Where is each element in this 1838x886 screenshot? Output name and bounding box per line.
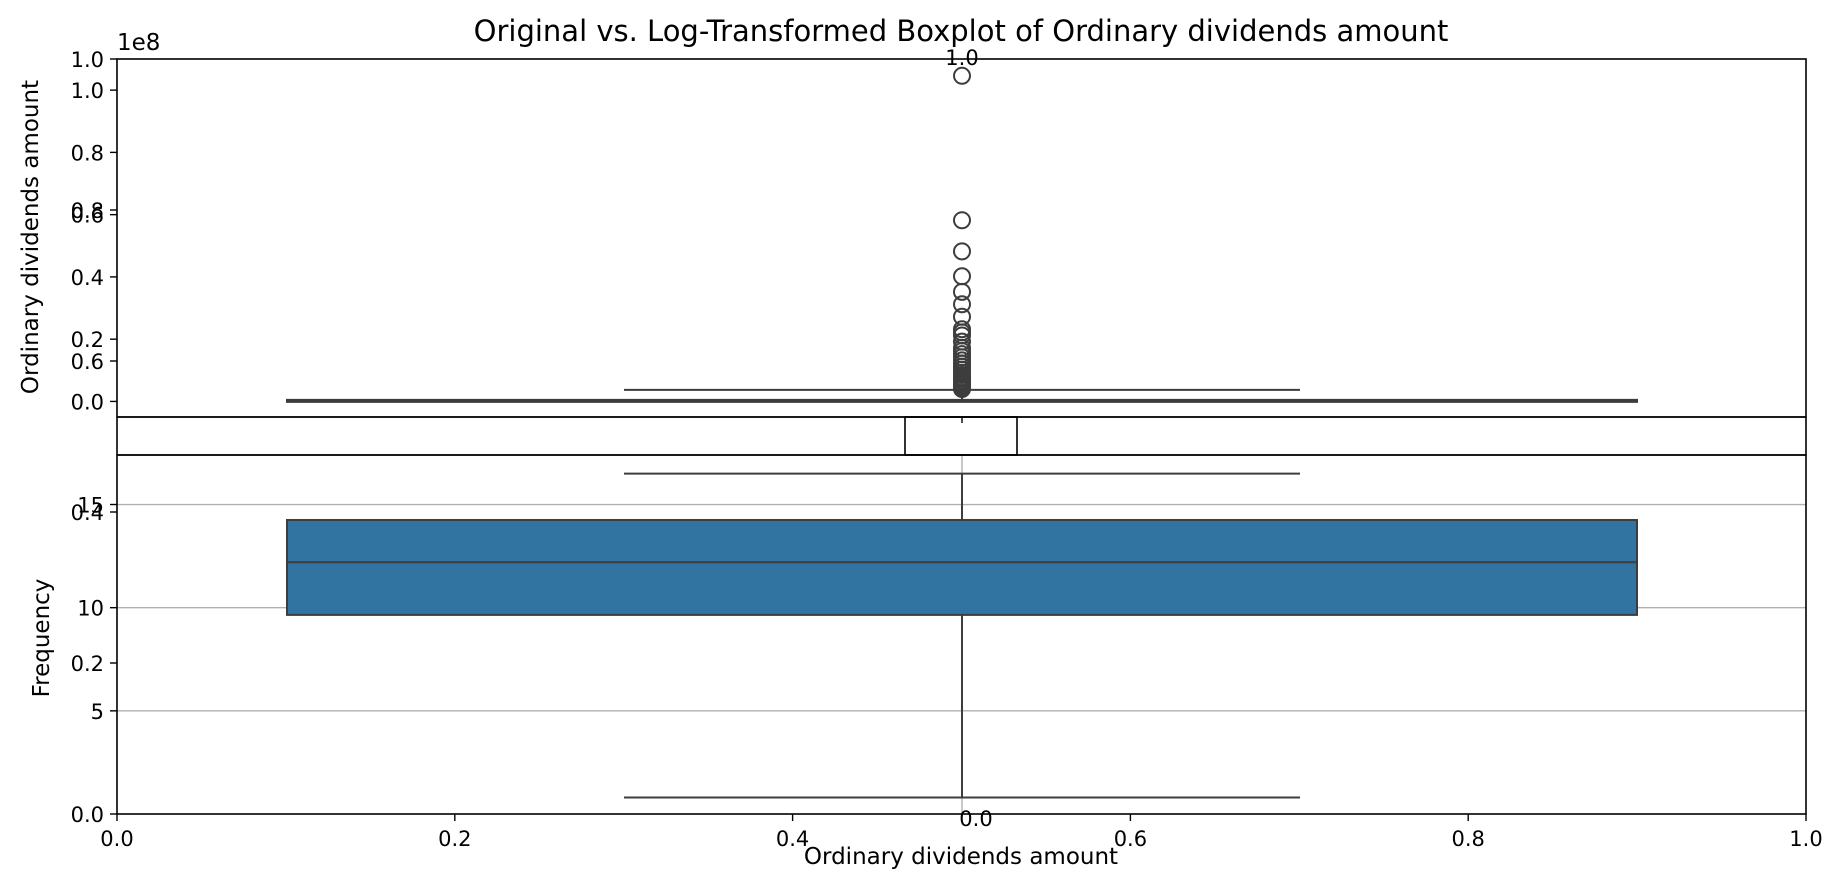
empty-y-tick-label: 1.0: [71, 48, 104, 72]
empty-x-tick-label: 0.8: [1451, 827, 1484, 851]
empty-y-tick-label: 0.2: [71, 652, 104, 676]
top-outlier-point: [953, 295, 971, 314]
empty-x-tick-label: 0.6: [1114, 827, 1147, 851]
bottom-y-tick-label: 10: [77, 597, 104, 621]
bottom-panel-boxplot: 0.0 5 10 15: [71, 472, 1638, 827]
bottom-y-axis-label: Frequency: [29, 579, 55, 698]
top-y-tick-label: 0.6: [71, 204, 104, 228]
top-panel-boxplot: 0.00.20.40.60.81.0: [71, 66, 1638, 414]
bottom-y-tick-label: 5: [91, 700, 104, 724]
top-outlier-point: [953, 242, 971, 261]
bottom-y-tick-label: 15: [77, 494, 104, 518]
bottom-y-tick-label: 0.0: [71, 803, 104, 827]
top-y-tick-label: 0.4: [71, 266, 104, 290]
inset-bottom-tick-label: 0.0: [959, 807, 992, 831]
top-outlier-point: [953, 211, 971, 230]
x-axis-label: Ordinary dividends amount: [804, 844, 1118, 870]
inset-frame: [904, 416, 1018, 456]
empty-axes-ticks: 0.0 0.2 0.4 0.6 0.8 1.00.20.40.60.81.0: [71, 48, 1823, 851]
empty-x-tick-label: 0.0: [100, 827, 133, 851]
bottom-box: [286, 518, 1638, 616]
empty-x-tick-label: 0.2: [438, 827, 471, 851]
top-y-tick-label: 0.8: [71, 141, 104, 165]
inset-top-tick-label: 1.0: [945, 46, 978, 70]
chart-title: Original vs. Log-Transformed Boxplot of …: [474, 14, 1449, 48]
empty-y-tick-label: 0.6: [71, 350, 104, 374]
empty-y-tick-label: 0.8: [71, 199, 104, 223]
top-y-tick-label: 1.0: [71, 79, 104, 103]
top-outlier-point: [953, 282, 971, 301]
empty-y-tick-label: 0.4: [71, 501, 104, 525]
top-y-tick-label: 0.2: [71, 328, 104, 352]
empty-x-tick-label: 0.4: [776, 827, 809, 851]
inset-axes: 1.0 0.0: [904, 46, 1018, 831]
top-y-tick-label: 0.0: [71, 390, 104, 414]
top-outlier-point: [953, 66, 971, 85]
top-y-axis-label: Ordinary dividends amount: [18, 80, 44, 394]
empty-x-tick-label: 1.0: [1789, 827, 1822, 851]
y-offset-label: 1e8: [117, 30, 160, 56]
top-outlier-point: [953, 379, 971, 398]
